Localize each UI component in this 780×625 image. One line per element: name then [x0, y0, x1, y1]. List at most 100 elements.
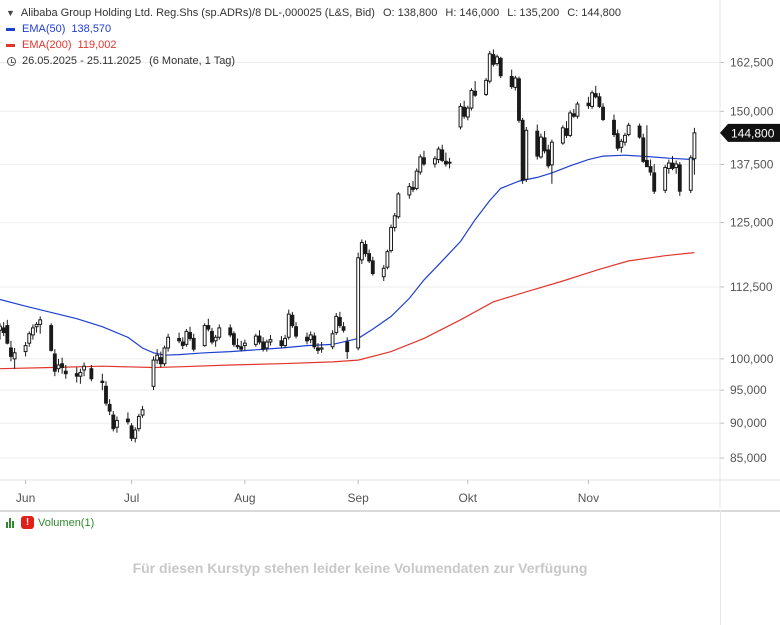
candle[interactable]: [590, 90, 595, 109]
candle[interactable]: [443, 152, 448, 167]
candle[interactable]: [465, 105, 470, 121]
candle[interactable]: [294, 322, 298, 339]
candle[interactable]: [385, 249, 390, 270]
candle[interactable]: [23, 341, 28, 357]
candle[interactable]: [125, 412, 130, 425]
candle[interactable]: [345, 337, 350, 359]
candle[interactable]: [491, 49, 496, 67]
candle[interactable]: [341, 322, 346, 333]
legend-ema200[interactable]: EMA(200) 119,002: [6, 37, 621, 53]
candle[interactable]: [612, 114, 616, 138]
candle[interactable]: [670, 156, 675, 171]
candle[interactable]: [619, 138, 624, 153]
candle[interactable]: [414, 168, 419, 191]
candle[interactable]: [330, 330, 335, 350]
candle[interactable]: [356, 252, 361, 351]
candle[interactable]: [184, 329, 189, 347]
candle[interactable]: [473, 81, 478, 97]
candle[interactable]: [38, 316, 43, 334]
candle[interactable]: [279, 336, 284, 348]
candle[interactable]: [440, 144, 445, 163]
candle[interactable]: [56, 358, 61, 373]
candle[interactable]: [411, 181, 415, 193]
candle[interactable]: [312, 332, 317, 350]
candle[interactable]: [63, 364, 68, 379]
candle[interactable]: [458, 103, 463, 130]
candle[interactable]: [228, 324, 233, 338]
candle[interactable]: [74, 367, 79, 383]
candle[interactable]: [177, 332, 182, 344]
candle[interactable]: [542, 131, 547, 154]
candle[interactable]: [549, 139, 554, 184]
candle[interactable]: [180, 337, 185, 350]
candle[interactable]: [305, 332, 309, 345]
candle[interactable]: [27, 331, 32, 347]
legend-ema50[interactable]: EMA(50) 138,570: [6, 21, 621, 37]
candle[interactable]: [593, 85, 598, 99]
candle[interactable]: [202, 323, 207, 347]
candle[interactable]: [283, 334, 288, 348]
candle[interactable]: [5, 319, 10, 345]
candle[interactable]: [601, 103, 605, 122]
candle[interactable]: [89, 364, 94, 382]
candle[interactable]: [0, 323, 2, 340]
candle[interactable]: [677, 162, 682, 196]
price-chart[interactable]: 85,000 90,000 95,000 100,000 112,500 125,000 1…: [0, 0, 780, 510]
candle[interactable]: [381, 265, 386, 281]
candle[interactable]: [484, 78, 489, 97]
candle[interactable]: [155, 349, 160, 364]
candle[interactable]: [498, 56, 503, 79]
candle[interactable]: [78, 368, 83, 384]
candle[interactable]: [469, 88, 474, 111]
candle[interactable]: [462, 100, 467, 119]
candle[interactable]: [140, 405, 145, 418]
candle[interactable]: [637, 123, 642, 139]
candle[interactable]: [210, 327, 214, 345]
candle[interactable]: [158, 351, 163, 368]
chevron-down-icon[interactable]: ▼: [6, 8, 15, 18]
candle[interactable]: [217, 324, 222, 340]
candle[interactable]: [418, 154, 423, 175]
candle[interactable]: [188, 326, 192, 341]
candle[interactable]: [560, 125, 565, 145]
candle[interactable]: [133, 427, 138, 443]
candle[interactable]: [535, 124, 540, 160]
candle[interactable]: [268, 334, 273, 346]
candle[interactable]: [334, 312, 339, 335]
candle[interactable]: [389, 224, 393, 253]
candle[interactable]: [129, 423, 134, 442]
candle[interactable]: [253, 333, 258, 347]
candle[interactable]: [615, 129, 620, 151]
candle[interactable]: [524, 126, 529, 182]
candle[interactable]: [370, 256, 375, 276]
candle[interactable]: [191, 333, 196, 352]
candle[interactable]: [231, 331, 236, 347]
candle[interactable]: [52, 349, 57, 377]
panel-separator[interactable]: [0, 510, 780, 512]
candle[interactable]: [509, 69, 514, 89]
candle[interactable]: [644, 125, 649, 168]
candle[interactable]: [1, 322, 6, 337]
candle[interactable]: [82, 362, 86, 377]
candle[interactable]: [337, 311, 342, 328]
candle[interactable]: [432, 156, 437, 168]
candle[interactable]: [692, 127, 697, 175]
volume-header[interactable]: ! Volumen(1): [6, 516, 94, 529]
candle[interactable]: [623, 132, 627, 146]
candle[interactable]: [206, 318, 211, 332]
candle[interactable]: [107, 399, 112, 416]
candle[interactable]: [407, 182, 412, 199]
candle[interactable]: [571, 108, 576, 118]
candle[interactable]: [546, 144, 551, 169]
candle[interactable]: [261, 337, 266, 352]
candle[interactable]: [264, 339, 269, 352]
candle[interactable]: [257, 330, 262, 345]
candle[interactable]: [316, 343, 320, 354]
candle[interactable]: [586, 96, 591, 109]
candle[interactable]: [422, 150, 426, 166]
candle[interactable]: [648, 159, 653, 176]
candle[interactable]: [104, 381, 108, 406]
candle[interactable]: [674, 160, 679, 174]
candle[interactable]: [111, 411, 116, 432]
candle[interactable]: [239, 340, 244, 352]
